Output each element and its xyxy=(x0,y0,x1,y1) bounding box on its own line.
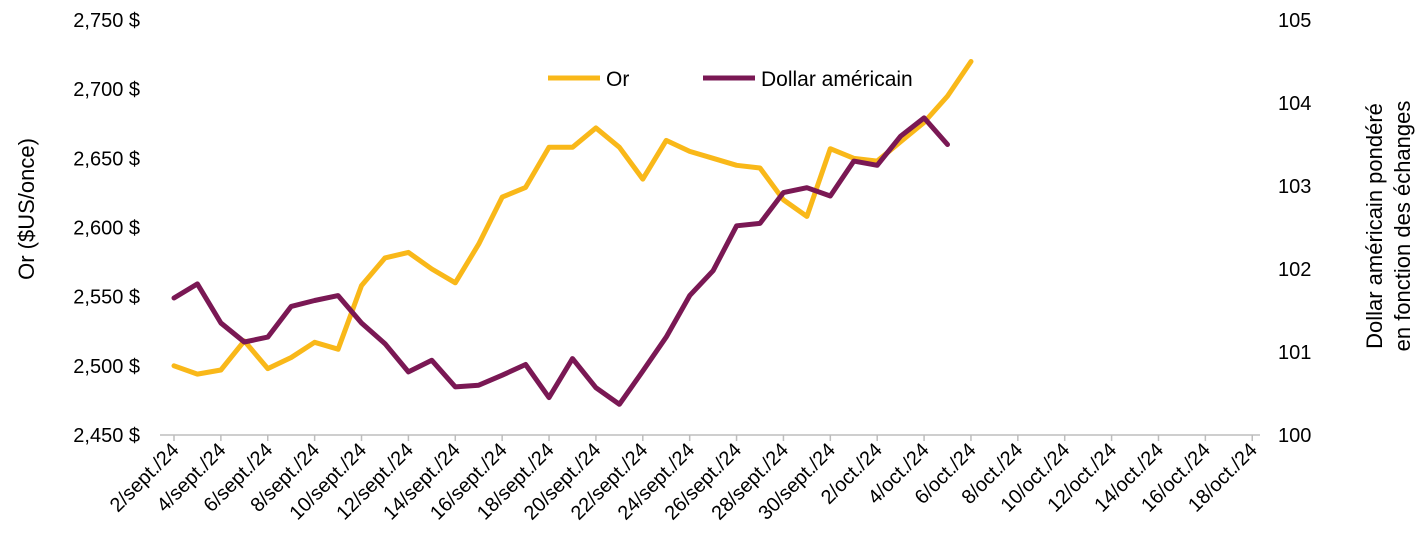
left-y-tick-label: 2,600 $ xyxy=(73,218,140,240)
legend: Or Dollar américain xyxy=(548,68,913,91)
x-axis-labels: 2/sept./244/sept./246/sept./248/sept./24… xyxy=(106,439,1262,525)
left-y-axis-title: Or ($US/once) xyxy=(14,138,39,280)
series-layer xyxy=(171,59,974,407)
right-y-tick-label: 101 xyxy=(1278,342,1311,364)
right-y-tick-label: 100 xyxy=(1278,425,1311,447)
right-y-tick-label: 104 xyxy=(1278,93,1311,115)
right-y-tick-label: 103 xyxy=(1278,176,1311,198)
left-y-tick-label: 2,550 $ xyxy=(73,287,140,309)
left-y-tick-label: 2,450 $ xyxy=(73,425,140,447)
right-y-axis-title-line2: en fonction des échanges xyxy=(1390,101,1415,352)
left-y-tick-label: 2,500 $ xyxy=(73,356,140,378)
series-line-or xyxy=(171,59,974,377)
left-y-tick-label: 2,750 $ xyxy=(73,10,140,32)
legend-label-or: Or xyxy=(606,68,629,91)
x-axis-ticks xyxy=(173,435,1253,441)
right-y-tick-label: 102 xyxy=(1278,259,1311,281)
right-y-axis-title-line1: Dollar américain pondéré xyxy=(1362,103,1387,349)
left-y-tick-label: 2,700 $ xyxy=(73,79,140,101)
legend-label-dollar: Dollar américain xyxy=(761,68,913,91)
left-y-axis-ticks: 2,450 $ 2,500 $ 2,550 $ 2,600 $ 2,650 $ 2,700… xyxy=(73,10,140,447)
series-line-dollar xyxy=(171,115,950,407)
right-y-tick-label: 105 xyxy=(1278,10,1311,32)
left-y-tick-label: 2,650 $ xyxy=(73,148,140,170)
right-y-axis-ticks: 100 101 102 103 104 105 xyxy=(1278,10,1311,447)
